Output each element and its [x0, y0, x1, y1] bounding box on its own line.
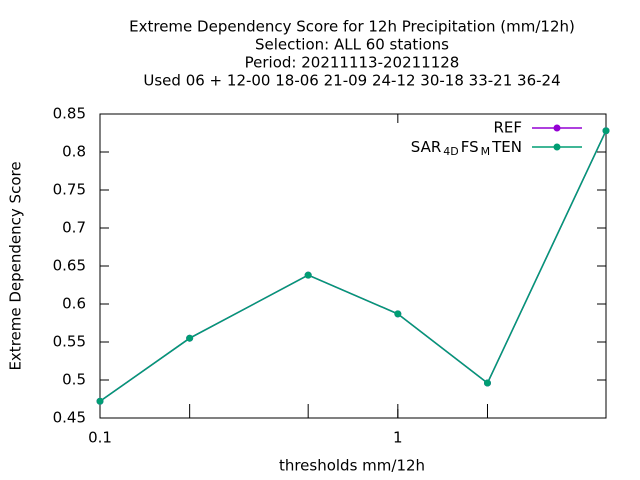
legend-label: REF	[493, 119, 522, 137]
x-axis-label: thresholds mm/12h	[279, 457, 425, 475]
y-axis-label: Extreme Dependency Score	[7, 161, 25, 370]
point	[394, 310, 402, 318]
y-tick-label: 0.45	[53, 409, 86, 427]
point	[553, 124, 561, 132]
point	[304, 271, 312, 279]
y-tick-label: 0.55	[53, 333, 86, 351]
point	[602, 127, 610, 135]
y-tick-label: 0.6	[62, 295, 86, 313]
chart-title: Selection: ALL 60 stations	[255, 36, 449, 54]
plot-frame	[99, 113, 607, 419]
point	[186, 334, 194, 342]
y-tick-label: 0.5	[62, 371, 86, 389]
point	[96, 397, 104, 405]
series-line	[99, 130, 607, 402]
legend-label: SAR 4D FS M TEN	[411, 138, 522, 159]
y-tick-label: 0.8	[62, 143, 86, 161]
point	[483, 379, 491, 387]
y-tick-label: 0.85	[53, 105, 86, 123]
chart-title: Period: 20211113-20211128	[245, 54, 460, 72]
x-tick-label: 0.1	[88, 429, 112, 447]
point	[553, 143, 561, 151]
y-tick-label: 0.75	[53, 181, 86, 199]
chart-title: Extreme Dependency Score for 12h Precipi…	[129, 18, 575, 36]
chart-title: Used 06 + 12-00 18-06 21-09 24-12 30-18 …	[143, 72, 560, 90]
y-tick-label: 0.65	[53, 257, 86, 275]
x-tick-label: 1	[393, 429, 403, 447]
y-tick-label: 0.7	[62, 219, 86, 237]
series-line	[99, 130, 607, 402]
